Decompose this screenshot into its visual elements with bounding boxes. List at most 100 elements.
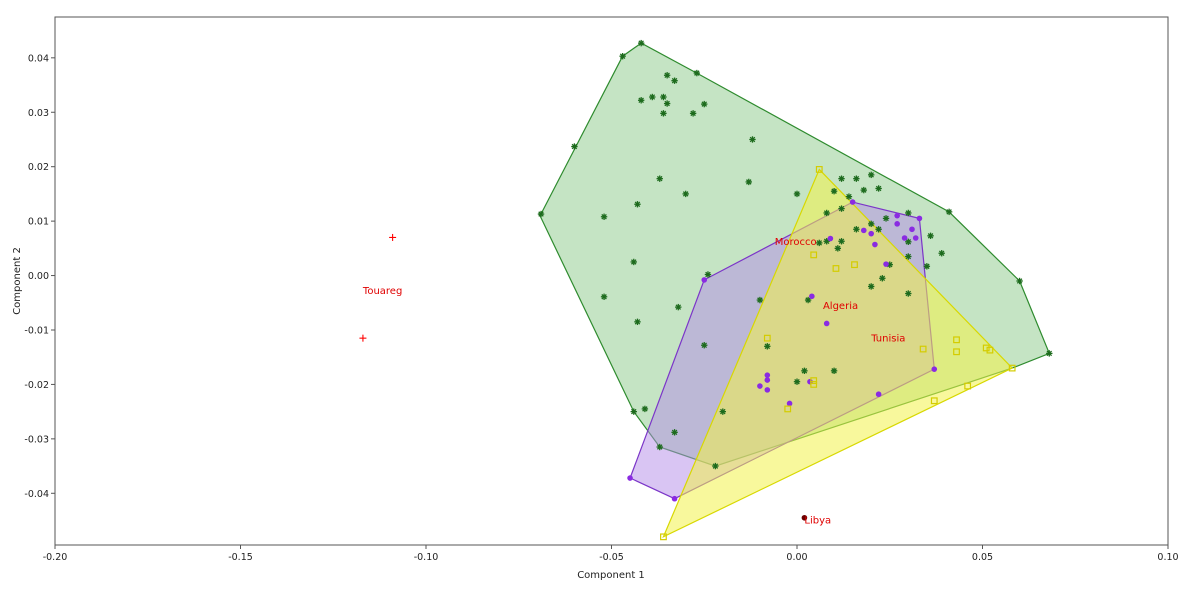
algeria-point-24	[627, 475, 633, 481]
morocco-point-24	[868, 171, 875, 179]
morocco-point-37-stroke-4	[838, 238, 845, 245]
morocco-point-11	[660, 110, 667, 117]
morocco-point-10	[701, 100, 708, 108]
morocco-group-label: Morocco	[775, 237, 817, 248]
morocco-point-32-stroke-4	[883, 215, 889, 222]
morocco-point-54	[675, 303, 682, 311]
x-axis-title: Component 1	[577, 570, 645, 581]
y-tick-label: -0.01	[24, 325, 49, 336]
tunisia-point-13	[810, 381, 818, 388]
morocco-point-17-stroke-4	[538, 211, 544, 217]
hull-layer	[538, 42, 1051, 539]
morocco-point-31-stroke-4	[946, 209, 952, 215]
x-tick-label: -0.10	[414, 552, 439, 563]
morocco-point-50	[630, 258, 637, 266]
y-axis: 0.04 0.03 0.02 0.01 0.00 -0.01 -0.02 -0.03 -0.04	[24, 53, 55, 500]
algeria-point-25	[671, 495, 678, 502]
morocco-point-8	[637, 97, 645, 104]
morocco-point-58-stroke-4	[764, 343, 771, 350]
morocco-point-18-stroke-4	[601, 214, 607, 220]
morocco-point-48-stroke-4	[835, 245, 841, 252]
morocco-point-57-stroke-4	[701, 342, 708, 348]
morocco-point-26-stroke-4	[861, 187, 867, 193]
algeria-point-6	[860, 227, 867, 234]
morocco-point-44-stroke-4	[886, 261, 893, 268]
algeria-point-9	[912, 235, 919, 241]
morocco-point-2	[619, 52, 626, 60]
morocco-point-30	[823, 209, 830, 217]
morocco-point-5	[671, 77, 678, 84]
morocco-point-50-stroke-4	[631, 259, 637, 265]
morocco-point-65	[671, 429, 678, 436]
algeria-point-23	[786, 400, 793, 407]
morocco-point-3	[693, 69, 701, 77]
morocco-point-30-stroke-4	[823, 210, 830, 216]
morocco-point-43	[905, 253, 912, 260]
morocco-point-55	[756, 296, 764, 304]
morocco-point-16	[745, 178, 752, 186]
algeria-point-8	[901, 235, 908, 241]
morocco-point-51-stroke-4	[705, 271, 711, 278]
morocco-point-66-stroke-4	[656, 444, 663, 450]
tunisia-point-11	[1008, 364, 1016, 372]
morocco-point-53-stroke-4	[634, 319, 641, 325]
morocco-point-59-stroke-4	[831, 368, 837, 374]
y-tick-label: -0.02	[24, 380, 49, 391]
tunisia-point-3	[851, 261, 858, 269]
x-tick-label: -0.05	[599, 552, 624, 563]
morocco-point-57	[701, 342, 708, 349]
tunisia-point-1	[815, 166, 823, 173]
algeria-point-1	[849, 199, 856, 205]
morocco-point-56	[804, 296, 812, 304]
morocco-point-23	[853, 175, 860, 182]
morocco-point-14	[749, 136, 756, 143]
tunisia-point-7	[982, 344, 990, 352]
morocco-point-4	[663, 72, 671, 79]
morocco-point-1-stroke-4	[638, 40, 644, 46]
tunisia-point-15	[930, 397, 938, 405]
algeria-point-14	[809, 293, 815, 300]
algeria-point-12	[883, 261, 889, 267]
morocco-point-4-stroke-4	[664, 72, 670, 79]
morocco-point-60-stroke-4	[801, 368, 808, 374]
morocco-point-48	[834, 245, 842, 252]
algeria-point-10	[827, 235, 834, 242]
morocco-point-63-stroke-4	[642, 406, 648, 412]
y-tick-label: -0.04	[24, 489, 49, 500]
morocco-point-45-stroke-4	[879, 275, 886, 282]
y-tick-label: 0.02	[28, 162, 49, 173]
morocco-point-23-stroke-4	[853, 175, 860, 182]
tunisia-group-label: Tunisia	[870, 334, 905, 345]
algeria-point-19	[757, 383, 763, 389]
morocco-point-35	[875, 226, 882, 233]
morocco-point-22-stroke-4	[838, 175, 845, 182]
morocco-point-2-stroke-4	[619, 53, 626, 59]
morocco-point-53	[634, 318, 641, 326]
algeria-point-7	[868, 230, 874, 237]
morocco-point-69	[1046, 350, 1053, 357]
morocco-point-8-stroke-4	[638, 97, 644, 104]
libya-point-1	[801, 514, 808, 521]
tunisia-hull	[662, 168, 1014, 539]
morocco-point-68	[1016, 277, 1023, 285]
y-tick-label: 0.03	[28, 108, 49, 119]
morocco-point-20	[682, 190, 689, 198]
touareg-point-1	[389, 233, 397, 241]
morocco-point-5-stroke-4	[671, 77, 678, 84]
morocco-point-28-stroke-4	[846, 193, 852, 200]
morocco-point-35-stroke-4	[875, 226, 882, 233]
algeria-point-2	[894, 212, 900, 219]
morocco-point-13	[571, 143, 578, 150]
morocco-point-28	[845, 193, 853, 200]
morocco-point-19-stroke-4	[634, 201, 641, 208]
tunisia-point-2	[810, 251, 818, 259]
morocco-point-1	[637, 39, 645, 47]
x-axis: -0.20 -0.15 -0.10 -0.05 0.00 0.05 0.10	[43, 545, 1179, 563]
morocco-point-10-stroke-4	[701, 101, 708, 107]
tunisia-point-12	[810, 377, 818, 385]
morocco-point-27	[830, 187, 838, 195]
morocco-point-47	[905, 290, 912, 297]
morocco-point-41-stroke-4	[938, 250, 945, 256]
